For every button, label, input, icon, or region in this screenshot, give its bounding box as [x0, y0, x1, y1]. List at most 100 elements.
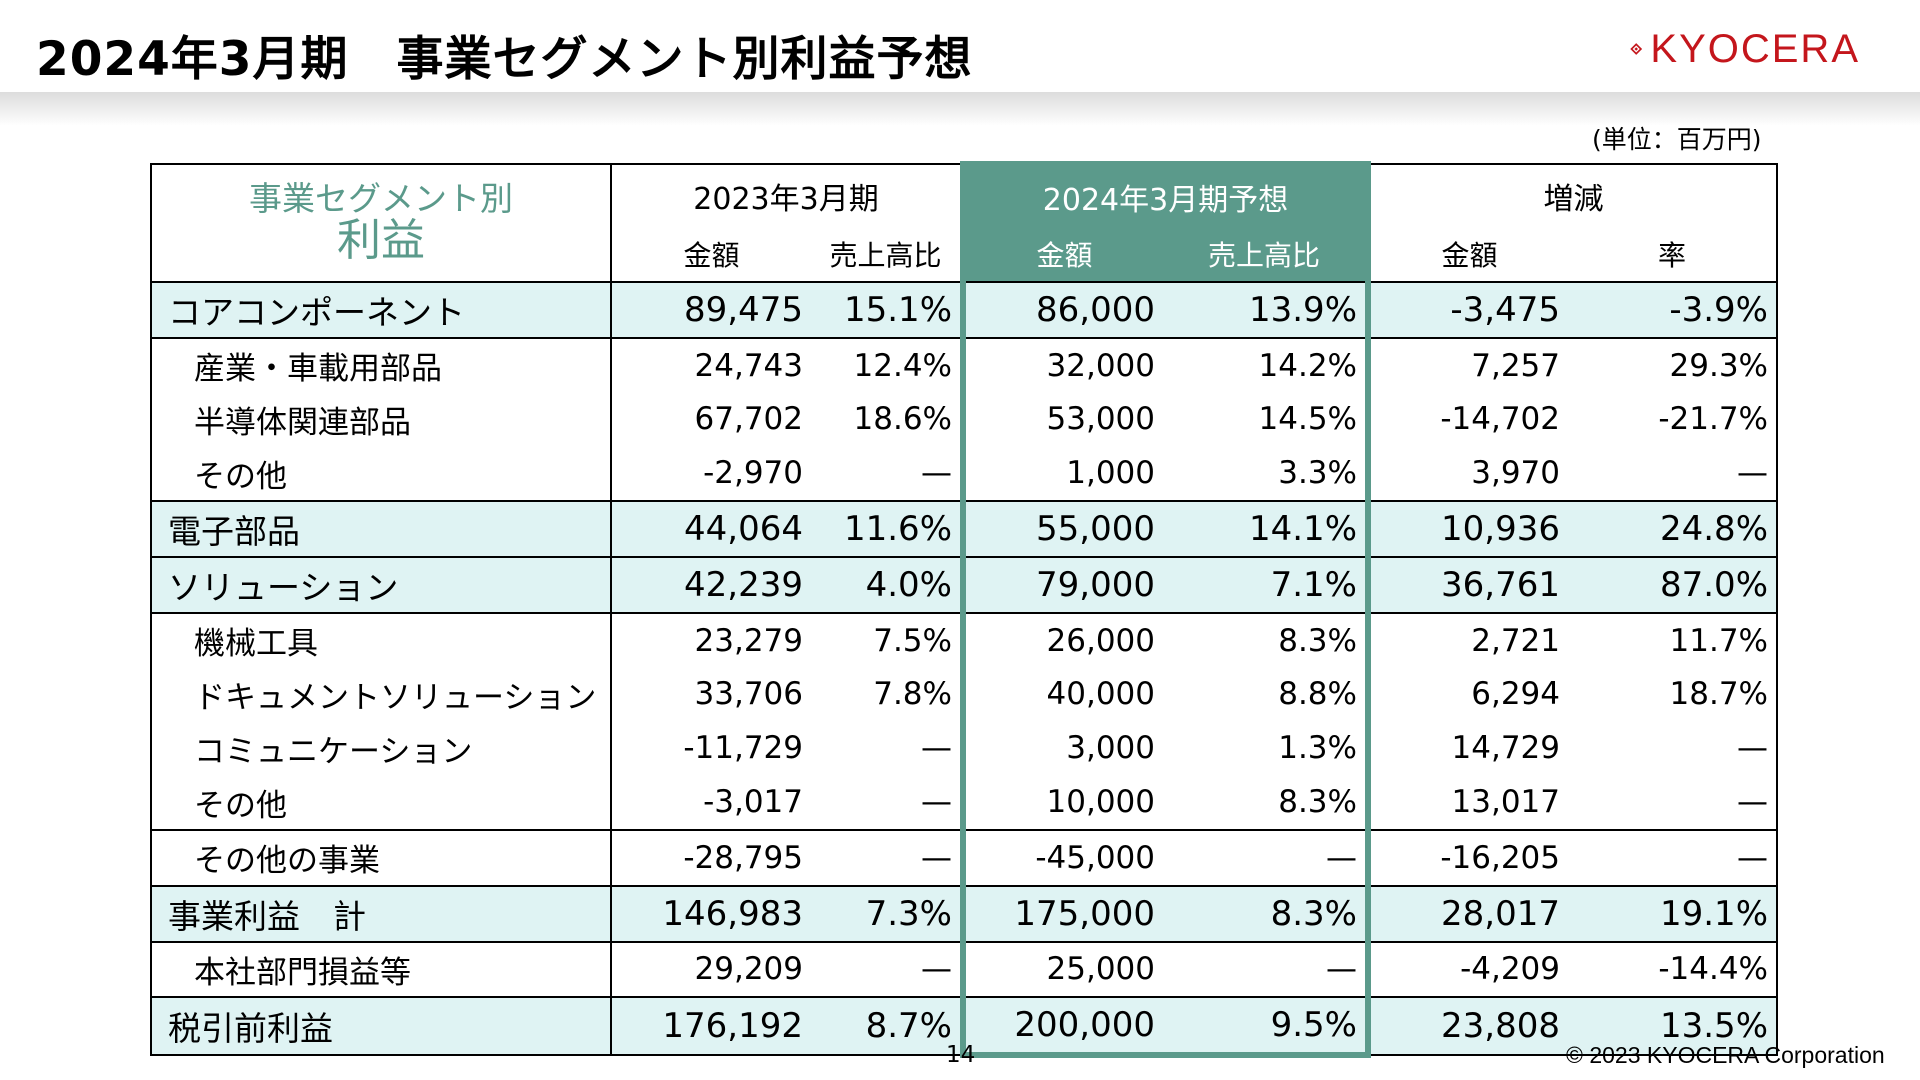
cell-change-amount: 6,294: [1471, 676, 1560, 713]
cell-amount-2023: 29,209: [611, 940, 811, 998]
segment-header-line1: 事業セグメント別: [249, 178, 513, 218]
segment-total-row: コアコンポーネント 89,475 15.1% 86,000 13.9% -3,475 -3.…: [150, 281, 1778, 338]
cell-change-amount: 10,936: [1368, 500, 1568, 557]
row-label: ソリューション: [150, 555, 612, 613]
cell-ratio-2023: 11.6%: [811, 500, 964, 557]
row-label: 機械工具: [150, 611, 612, 668]
cell-amount-2024: 25,000: [960, 940, 1163, 998]
cell-change-rate: 13.5%: [1568, 996, 1778, 1057]
segment-header: 事業セグメント別 利益: [150, 163, 612, 283]
segment-header-line2: 利益: [337, 214, 425, 266]
segment-total-row: ソリューション 42,239 4.0% 79,000 7.1% 36,761 87.0%: [150, 555, 1778, 613]
cell-amount-2023: -3,017: [703, 784, 803, 821]
cell-change-rate: —: [1568, 775, 1778, 830]
segment-detail-row: 機械工具 23,279 7.5% 26,000 8.3% 2,721 11.7%: [150, 611, 1778, 668]
header-shadow: [0, 92, 1920, 126]
unit-note: (単位：百万円): [1592, 125, 1762, 154]
cell-ratio-2024: 9.5%: [1163, 996, 1371, 1059]
cell-change-amount: -16,205: [1368, 828, 1568, 886]
copyright: © 2023 KYOCERA Corporation: [1566, 1042, 1885, 1068]
period-header-change: 増減: [1368, 163, 1778, 227]
cell-amount-2023: -11,729: [683, 730, 803, 767]
cell-change-amount: 13,017: [1451, 784, 1560, 821]
cell-change-amount: 2,721: [1368, 611, 1568, 668]
cell-ratio-2023: —: [811, 775, 964, 830]
row-label: コミュニケーション: [150, 721, 612, 776]
cell-ratio-2023: —: [811, 721, 964, 776]
cell-amount-2023: 33,706: [694, 676, 803, 713]
cell-change-amount: -4,209: [1368, 940, 1568, 998]
header-row-periods: 事業セグメント別 利益 2023年3月期 2024年3月期予想 増減: [150, 161, 1778, 283]
row-label: その他の事業: [150, 828, 612, 886]
cell-change-rate: -14.4%: [1568, 940, 1778, 998]
cell-change-amount: 3,970: [1471, 455, 1560, 492]
cell-amount-2024: 40,000: [960, 667, 1163, 722]
subheader-change-amount: 金額: [1441, 239, 1498, 272]
cell-amount-2023: -28,795: [611, 828, 811, 886]
segment-total-row: 税引前利益 176,192 8.7% 200,000 9.5% 23,808 13.5%: [150, 996, 1778, 1059]
cell-amount-2024: 86,000: [960, 281, 1163, 338]
cell-ratio-2023: 7.5%: [811, 611, 964, 668]
page-title: 2024年3月期 事業セグメント別利益予想: [36, 32, 973, 87]
cell-ratio-2023: —: [811, 446, 964, 502]
subheader-sales-ratio-2024: 売上高比: [1163, 227, 1371, 282]
subheader-amount-2023: 金額: [683, 239, 740, 272]
cell-amount-2024: 10,000: [960, 775, 1163, 830]
segment-detail-row: コミュニケーション -11,729—3,000 1.3% 14,729—: [150, 721, 1778, 776]
cell-ratio-2023: 7.8%: [811, 667, 964, 722]
cell-amount-2023: 176,192: [611, 996, 811, 1057]
cell-change-rate: 24.8%: [1568, 500, 1778, 557]
cell-ratio-2024: 13.9%: [1163, 281, 1371, 338]
header-bar: 2024年3月期 事業セグメント別利益予想 KYOCERA: [0, 0, 1920, 96]
cell-ratio-2023: 7.3%: [811, 884, 964, 942]
cell-change-rate: 19.1%: [1568, 884, 1778, 942]
kyocera-logo-mark-icon: [1630, 43, 1643, 55]
row-label: 電子部品: [150, 500, 612, 557]
period-header-fy2024-forecast: 2024年3月期予想: [960, 161, 1371, 227]
cell-ratio-2023: 15.1%: [811, 281, 964, 338]
cell-ratio-2024: 8.3%: [1163, 884, 1371, 942]
segment-detail-row: その他の事業 -28,795— -45,000— -16,205—: [150, 828, 1778, 886]
row-label: 半導体関連部品: [150, 392, 612, 447]
cell-ratio-2024: 14.5%: [1163, 392, 1371, 447]
cell-amount-2023: 67,702: [694, 401, 803, 438]
cell-change-rate: -21.7%: [1568, 392, 1778, 447]
subheader-amount-2024: 金額: [960, 227, 1163, 282]
cell-amount-2024: 175,000: [960, 884, 1163, 942]
segment-profit-table: 事業セグメント別 利益 2023年3月期 2024年3月期予想 増減 金額 売上…: [150, 161, 1778, 1059]
cell-ratio-2024: 14.1%: [1163, 500, 1371, 557]
cell-change-rate: —: [1568, 721, 1778, 776]
cell-amount-2024: 26,000: [960, 611, 1163, 668]
cell-amount-2024: 53,000: [960, 392, 1163, 447]
cell-ratio-2024: 8.8%: [1163, 667, 1371, 722]
cell-amount-2023: 24,743: [611, 336, 811, 393]
segment-detail-row: 産業・車載用部品 24,743 12.4% 32,000 14.2% 7,257 29.3%: [150, 336, 1778, 393]
segment-detail-row: その他 -3,017—10,000 8.3% 13,017—: [150, 775, 1778, 830]
cell-change-amount: -14,702: [1440, 401, 1560, 438]
cell-ratio-2024: 14.2%: [1163, 336, 1371, 393]
cell-change-rate: 11.7%: [1568, 611, 1778, 668]
cell-amount-2023: 146,983: [611, 884, 811, 942]
cell-ratio-2023: —: [811, 940, 964, 998]
cell-amount-2024: 3,000: [960, 721, 1163, 776]
segment-detail-row: 半導体関連部品 67,702 18.6% 53,000 14.5% -14,702 -21.…: [150, 392, 1778, 447]
row-label: 事業利益 計: [150, 884, 612, 942]
cell-ratio-2023: 12.4%: [811, 336, 964, 393]
row-label: その他: [150, 446, 612, 502]
cell-ratio-2024: —: [1163, 940, 1371, 998]
kyocera-logo-text: KYOCERA: [1650, 26, 1860, 71]
cell-amount-2024: 55,000: [960, 500, 1163, 557]
segment-detail-row: その他 -2,970—1,000 3.3% 3,970—: [150, 446, 1778, 502]
row-label: コアコンポーネント: [150, 281, 612, 338]
cell-ratio-2024: —: [1163, 828, 1371, 886]
cell-change-rate: —: [1568, 446, 1778, 502]
cell-change-amount: 36,761: [1368, 555, 1568, 613]
cell-change-amount: 23,808: [1368, 996, 1568, 1057]
cell-change-rate: -3.9%: [1568, 281, 1778, 338]
segment-total-row: 電子部品 44,064 11.6% 55,000 14.1% 10,936 24.8%: [150, 500, 1778, 557]
cell-ratio-2023: —: [811, 828, 964, 886]
page-number: 14: [946, 1042, 976, 1068]
cell-change-amount: -3,475: [1368, 281, 1568, 338]
cell-ratio-2024: 7.1%: [1163, 555, 1371, 613]
row-label: その他: [150, 775, 612, 830]
